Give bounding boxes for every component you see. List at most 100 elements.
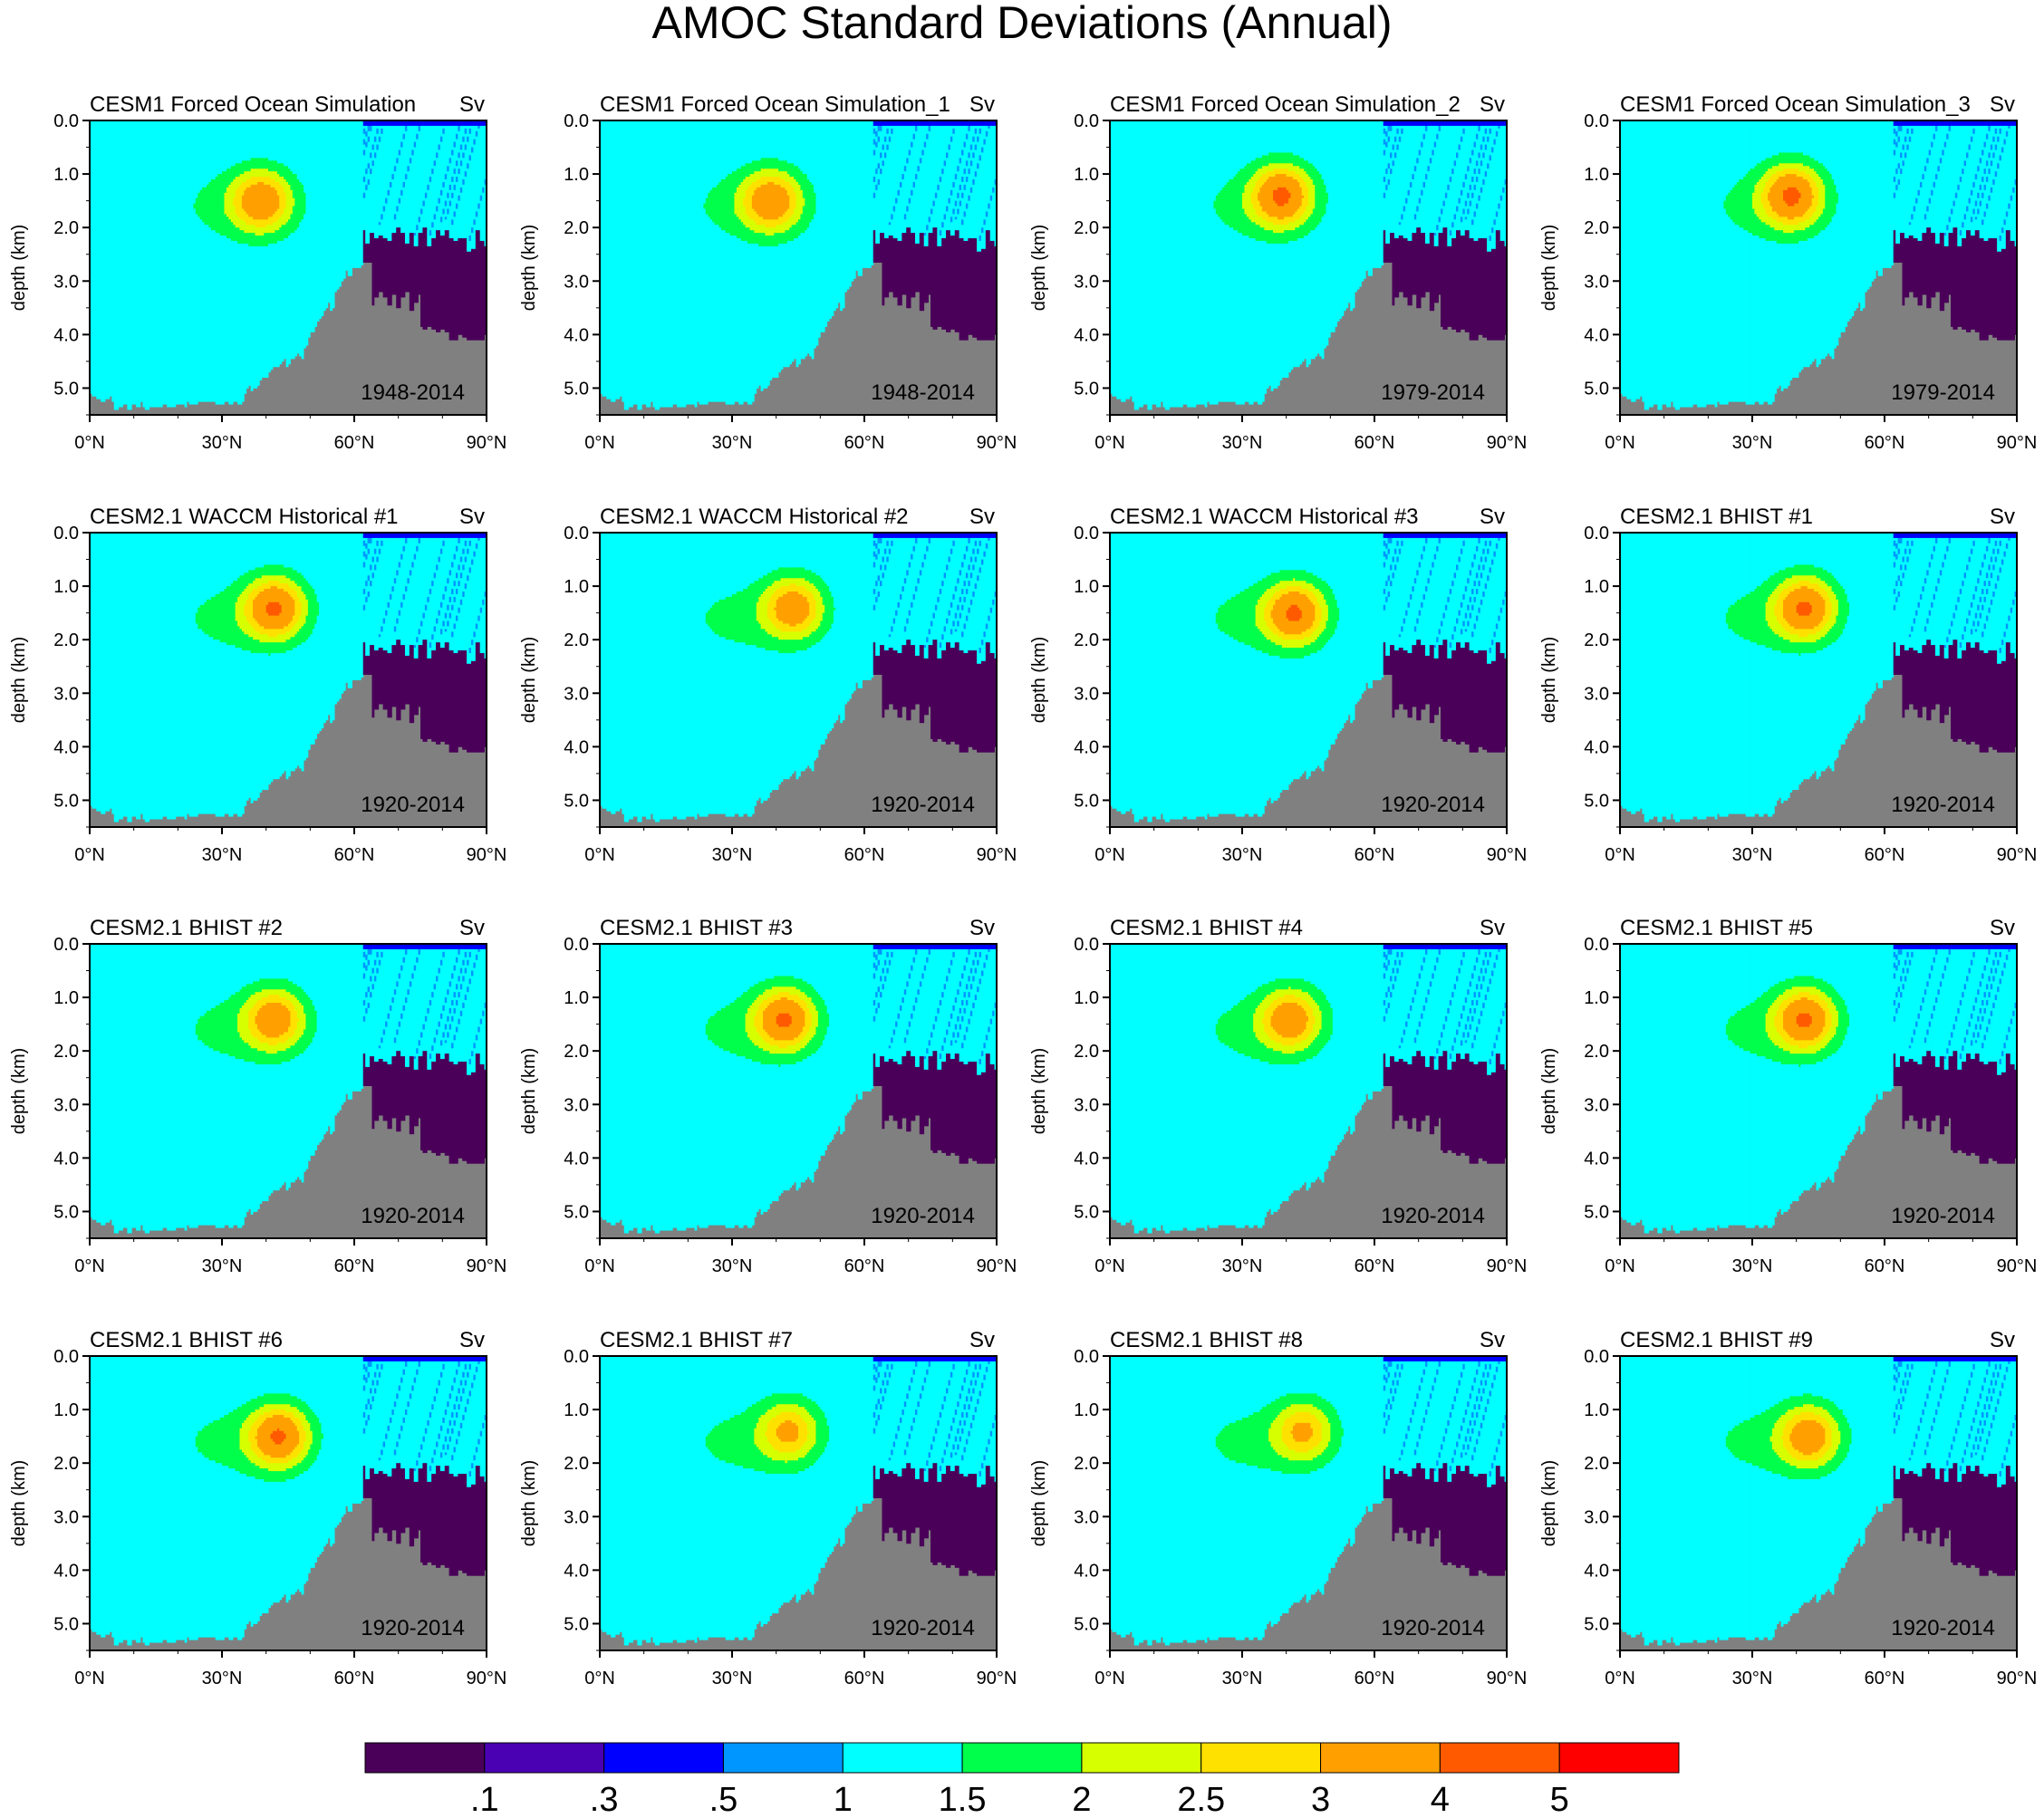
contour-cell — [1979, 163, 1982, 186]
contour-cell — [473, 144, 477, 220]
contour-cell — [1458, 230, 1461, 332]
contour-cell — [708, 610, 711, 627]
contour-cell — [407, 120, 410, 127]
contour-cell — [961, 120, 964, 127]
contour-cell — [393, 233, 397, 295]
contour-cell — [1478, 238, 1481, 335]
contour-cell — [1230, 179, 1234, 228]
contour-cell — [301, 533, 304, 576]
contour-cell — [296, 572, 300, 587]
contour-cell — [1917, 195, 1921, 242]
contour-cell — [880, 168, 882, 175]
contour-cell — [1789, 233, 1793, 245]
contour-cell — [396, 125, 400, 159]
contour-cell — [413, 245, 417, 303]
contour-cell — [265, 629, 269, 635]
y-tick-label: 2.0 — [1074, 218, 1099, 238]
contour-cell — [1184, 120, 1188, 405]
contour-cell — [439, 537, 443, 550]
contour-cell — [270, 216, 274, 226]
contour-cell — [875, 655, 878, 675]
contour-cell — [728, 233, 730, 405]
contour-cell — [974, 171, 978, 178]
contour-cell — [785, 243, 788, 368]
contour-cell — [815, 533, 819, 576]
contour-cell — [409, 125, 412, 159]
contour-cell — [1304, 171, 1306, 183]
contour-cell — [1913, 238, 1916, 298]
contour-cell — [1725, 214, 1729, 405]
contour-cell — [758, 120, 762, 161]
contour-cell — [1834, 184, 1837, 215]
contour-cell — [965, 181, 969, 204]
contour-cell — [467, 575, 469, 582]
contour-cell — [769, 634, 773, 651]
contour-cell — [937, 189, 940, 247]
contour-cell — [1798, 120, 1801, 153]
contour-cell — [1229, 120, 1232, 180]
contour-cell — [718, 227, 722, 402]
contour-cell — [1752, 192, 1755, 209]
contour-cell — [969, 166, 973, 188]
contour-cell — [1814, 236, 1817, 360]
contour-cell — [657, 533, 660, 822]
contour-cell — [1979, 238, 1982, 341]
contour-cell — [447, 533, 450, 539]
contour-cell — [259, 533, 263, 568]
contour-cell — [1249, 120, 1252, 164]
contour-cell — [979, 533, 982, 539]
contour-cell — [873, 545, 876, 553]
contour-cell — [1383, 181, 1386, 194]
contour-cell — [1785, 243, 1788, 389]
contour-cell — [387, 120, 390, 127]
contour-cell — [791, 533, 795, 568]
contour-cell — [1814, 120, 1817, 161]
contour-cell — [754, 233, 757, 245]
contour-cell — [950, 629, 953, 635]
contour-cell — [482, 187, 485, 194]
contour-cell — [1714, 120, 1718, 408]
contour-cell — [1721, 120, 1724, 405]
contour-cell — [158, 533, 161, 820]
contour-cell — [957, 642, 960, 745]
contour-cell — [1259, 120, 1263, 159]
contour-cell — [778, 160, 781, 172]
contour-cell — [418, 120, 421, 127]
contour-cell — [983, 631, 987, 638]
contour-cell — [1279, 174, 1283, 188]
contour-cell — [1396, 149, 1400, 239]
contour-cell — [1499, 120, 1503, 127]
contour-cell — [903, 214, 907, 220]
contour-cell — [470, 152, 474, 228]
contour-cell — [1760, 238, 1764, 405]
contour-cell — [279, 564, 283, 576]
contour-cell — [416, 642, 419, 659]
contour-cell — [961, 589, 964, 595]
contour-cell — [1994, 238, 1998, 338]
contour-cell — [985, 120, 988, 127]
contour-cell — [946, 618, 949, 624]
contour-cell — [407, 655, 410, 705]
contour-cell — [265, 225, 269, 234]
contour-cell — [256, 177, 260, 183]
contour-cell — [1495, 136, 1499, 212]
contour-cell — [1952, 200, 1956, 207]
x-tick-label: 30°N — [202, 433, 243, 453]
contour-cell — [431, 634, 434, 640]
contour-cell — [1258, 179, 1260, 194]
contour-cell — [1981, 125, 1984, 150]
contour-cell — [1796, 216, 1799, 226]
contour-cell — [1642, 120, 1645, 402]
contour-cell — [402, 551, 406, 595]
contour-cell — [873, 610, 876, 643]
contour-cell — [275, 181, 278, 191]
contour-cell — [1776, 243, 1779, 389]
contour-cell — [382, 206, 386, 212]
contour-cell — [467, 548, 469, 555]
contour-cell — [1759, 179, 1762, 220]
contour-cell — [1273, 177, 1276, 191]
contour-cell — [760, 233, 764, 247]
contour-cell — [431, 222, 434, 228]
contour-cell — [1316, 120, 1320, 172]
contour-cell — [464, 556, 468, 563]
